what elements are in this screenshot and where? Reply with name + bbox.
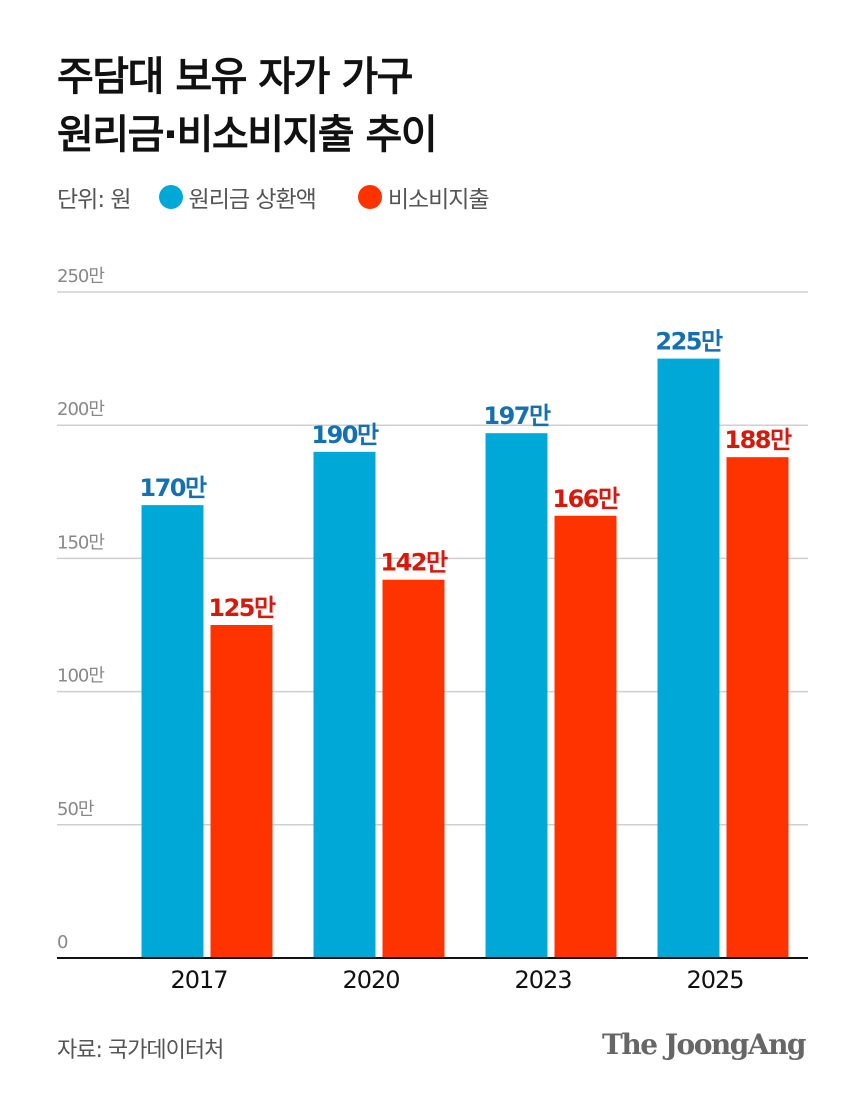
bar-principal-2017	[141, 505, 204, 958]
y-tick-label: 250만	[57, 266, 104, 287]
data-label: 166만	[552, 485, 620, 513]
legend-label: 원리금 상환액	[188, 187, 317, 213]
y-tick-label: 50만	[57, 799, 94, 820]
unit-label: 단위: 원	[57, 187, 132, 213]
x-tick-label: 2025	[686, 966, 743, 994]
bar-nonconsumption-2020	[382, 579, 445, 958]
publisher-logo: The JoongAng	[602, 1028, 806, 1061]
chart-title: 주담대 보유 자가 가구 원리금·비소비지출 추이	[57, 48, 438, 164]
legend-item-nonconsumption: 비소비지출	[357, 180, 490, 214]
data-label: 142만	[380, 549, 448, 577]
bar-nonconsumption-2025	[726, 457, 789, 958]
bar-nonconsumption-2017	[210, 625, 273, 958]
title-line-1: 주담대 보유 자가 가구	[57, 54, 413, 100]
y-tick-label: 0	[57, 932, 68, 953]
y-tick-label: 200만	[57, 399, 104, 420]
data-label: 170만	[139, 474, 207, 502]
data-label: 125만	[208, 594, 276, 622]
x-tick-label: 2023	[514, 966, 571, 994]
title-line-2: 원리금·비소비지출 추이	[57, 112, 438, 158]
legend-dot-icon	[357, 185, 382, 209]
bar-principal-2020	[313, 451, 376, 958]
bar-principal-2025	[657, 358, 720, 959]
x-tick-label: 2020	[342, 966, 399, 994]
legend-dot-icon	[158, 185, 183, 209]
legend-item-principal: 원리금 상환액	[158, 180, 317, 214]
data-label: 188만	[724, 426, 792, 454]
y-tick-label: 100만	[57, 666, 104, 687]
data-label: 225만	[655, 328, 723, 356]
data-label: 197만	[483, 402, 551, 430]
bar-nonconsumption-2023	[554, 515, 617, 958]
y-tick-label: 150만	[57, 532, 104, 553]
source-note: 자료: 국가데이터처	[57, 1038, 224, 1063]
legend-label: 비소비지출	[387, 187, 490, 213]
bar-principal-2023	[485, 433, 548, 958]
x-tick-label: 2017	[170, 966, 227, 994]
legend: 단위: 원 원리금 상환액 비소비지출	[57, 180, 490, 214]
data-label: 190만	[311, 421, 379, 449]
